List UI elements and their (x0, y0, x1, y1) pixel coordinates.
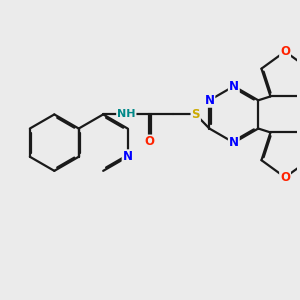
Text: NH: NH (117, 110, 136, 119)
Text: N: N (204, 94, 214, 107)
Text: N: N (229, 136, 239, 149)
Text: O: O (280, 45, 290, 58)
Text: N: N (229, 80, 239, 93)
Text: S: S (191, 108, 200, 121)
Text: O: O (280, 171, 290, 184)
Text: O: O (145, 136, 154, 148)
Text: N: N (123, 150, 133, 163)
